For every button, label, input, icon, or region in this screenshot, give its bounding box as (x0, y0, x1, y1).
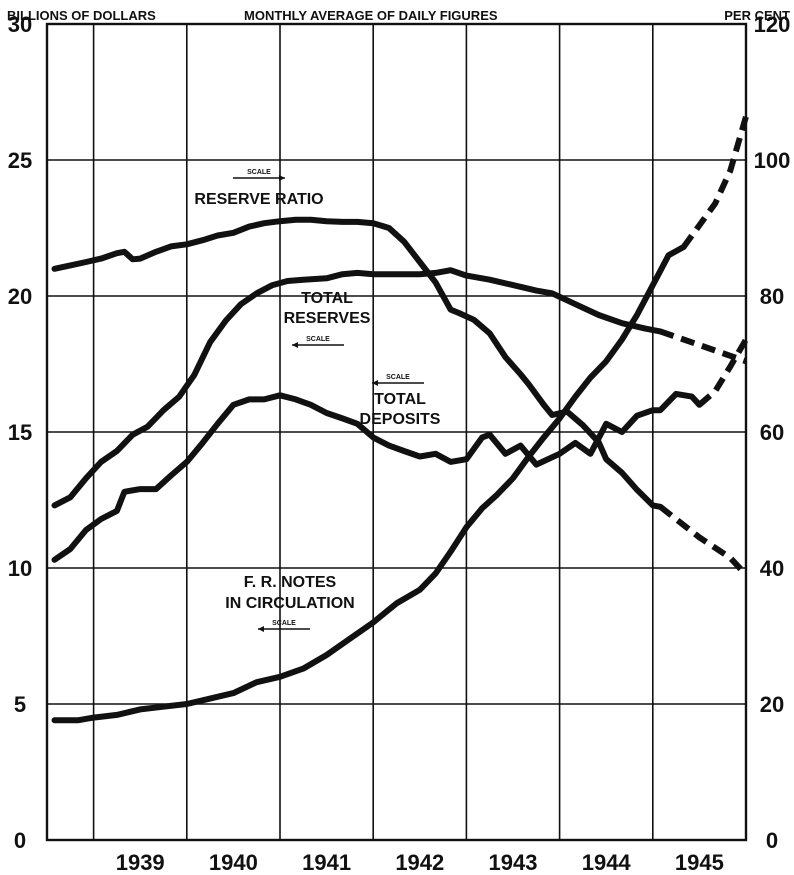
total-reserves-label: RESERVES (284, 310, 371, 327)
series-annotations: RESERVE RATIO SCALE TOTAL RESERVES SCALE TOTA… (194, 169, 441, 632)
left-axis-unit: BILLIONS OF DOLLARS (7, 8, 156, 23)
x-tick-label: 1943 (489, 850, 538, 875)
x-tick-label: 1939 (116, 850, 165, 875)
y-right-tick-label: 40 (760, 556, 784, 581)
y-left-tick-label: 20 (8, 284, 32, 309)
total-reserves-line (51, 267, 664, 509)
right-axis-unit: PER CENT (724, 8, 790, 23)
plot-border (45, 22, 748, 842)
x-tick-label: 1941 (302, 850, 351, 875)
total-deposits-line (51, 390, 703, 563)
y-right-tick-label: 0 (766, 828, 778, 853)
y-right-tick-label: 20 (760, 692, 784, 717)
reserve-ratio-projection-line (658, 504, 749, 577)
f-r-notes-in-circulation-scale-label: SCALE (272, 620, 296, 627)
y-left-tick-label: 30 (8, 12, 32, 37)
total-deposits-label: DEPOSITS (360, 411, 441, 428)
total-deposits-scale-label: SCALE (386, 374, 410, 381)
f-r-notes-in-circulation-label: IN CIRCULATION (225, 595, 354, 612)
series-lines (51, 115, 749, 724)
center-note: MONTHLY AVERAGE OF DAILY FIGURES (244, 8, 498, 23)
y-left-tick-label: 25 (8, 148, 32, 173)
y-left-tick-label: 10 (8, 556, 32, 581)
total-reserves-projection-line (659, 328, 747, 365)
plot-frame (45, 22, 748, 842)
reserve-ratio-label: RESERVE RATIO (194, 191, 323, 208)
total-deposits-projection-line (697, 337, 749, 408)
x-tick-label: 1940 (209, 850, 258, 875)
total-reserves-scale-label: SCALE (306, 336, 330, 343)
y-right-tick-label: 60 (760, 420, 784, 445)
reserve-ratio-scale-arrowhead (279, 175, 285, 181)
f-r-notes-in-circulation-scale-arrowhead (258, 626, 264, 632)
y-left-tick-label: 5 (14, 692, 26, 717)
total-deposits-scale-arrowhead (372, 380, 378, 386)
y-right-tick-label: 80 (760, 284, 784, 309)
reserve-ratio-scale-label: SCALE (247, 169, 271, 176)
y-left-tick-label: 0 (14, 828, 26, 853)
x-tick-label: 1942 (395, 850, 444, 875)
y-right-tick-label: 120 (754, 12, 791, 37)
chart-text: BILLIONS OF DOLLARS MONTHLY AVERAGE OF D… (7, 8, 790, 875)
x-tick-label: 1945 (675, 850, 724, 875)
f-r-notes-in-circulation-line (51, 244, 687, 724)
grid (47, 24, 746, 840)
y-left-tick-label: 15 (8, 420, 32, 445)
x-tick-label: 1944 (582, 850, 632, 875)
f-r-notes-in-circulation-label: F. R. NOTES (244, 574, 337, 591)
reserve-ratio-line (51, 216, 664, 510)
total-reserves-label: TOTAL (301, 290, 353, 307)
y-right-tick-label: 100 (754, 148, 791, 173)
f-r-notes-in-circulation-projection-line (681, 115, 749, 249)
total-reserves-scale-arrowhead (292, 342, 298, 348)
total-deposits-label: TOTAL (374, 391, 426, 408)
